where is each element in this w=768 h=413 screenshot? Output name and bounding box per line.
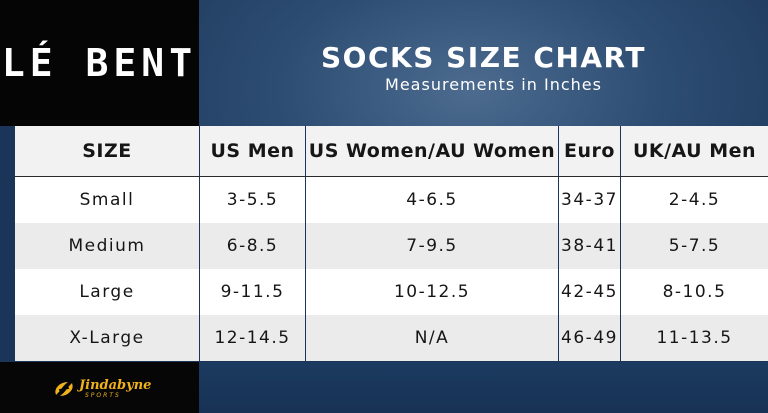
- euro-cell: 34-37: [558, 176, 621, 223]
- column-header-size: SIZE: [14, 126, 200, 177]
- us-men-cell: 12-14.5: [199, 314, 306, 361]
- footer-bar: [199, 362, 768, 413]
- column-header-us-men: US Men: [199, 126, 306, 177]
- column-header-euro: Euro: [558, 126, 621, 177]
- brand-block: LÉ BENT: [0, 0, 199, 126]
- us-men-cell: 6-8.5: [199, 222, 306, 269]
- us-women-cell: 10-12.5: [305, 268, 559, 315]
- sponsor-tagline: SPORTS: [85, 392, 121, 399]
- size-cell: Small: [14, 176, 200, 223]
- us-women-cell: N/A: [305, 314, 559, 361]
- us-women-cell: 4-6.5: [305, 176, 559, 223]
- sponsor-name: Jindabyne: [79, 378, 152, 393]
- us-men-cell: 3-5.5: [199, 176, 306, 223]
- uk-au-men-cell: 11-13.5: [620, 314, 768, 361]
- size-cell: X-Large: [14, 314, 200, 361]
- euro-cell: 38-41: [558, 222, 621, 269]
- uk-au-men-cell: 2-4.5: [620, 176, 768, 223]
- brand-logo-text: LÉ BENT: [1, 41, 198, 85]
- uk-au-men-cell: 8-10.5: [620, 268, 768, 315]
- us-men-cell: 9-11.5: [199, 268, 306, 315]
- table-row: Medium 6-8.5 7-9.5 38-41 5-7.5: [14, 222, 768, 269]
- size-cell: Medium: [14, 222, 200, 269]
- page-title: SOCKS SIZE CHART: [321, 41, 646, 74]
- page-subtitle: Measurements in Inches: [385, 75, 602, 94]
- footer-brand-block: [0, 362, 199, 413]
- size-cell: Large: [14, 268, 200, 315]
- table-row: Small 3-5.5 4-6.5 34-37 2-4.5: [14, 176, 768, 223]
- column-header-us-women-au-women: US Women/AU Women: [305, 126, 559, 177]
- us-women-cell: 7-9.5: [305, 222, 559, 269]
- column-header-uk-au-men: UK/AU Men: [620, 126, 768, 177]
- size-table: SIZE US Men US Women/AU Women Euro UK/AU…: [14, 126, 768, 361]
- table-row: Large 9-11.5 10-12.5 42-45 8-10.5: [14, 268, 768, 315]
- euro-cell: 42-45: [558, 268, 621, 315]
- uk-au-men-cell: 5-7.5: [620, 222, 768, 269]
- chart-heading: SOCKS SIZE CHART Measurements in Inches: [199, 0, 768, 126]
- table-header-row: SIZE US Men US Women/AU Women Euro UK/AU…: [14, 126, 768, 177]
- euro-cell: 46-49: [558, 314, 621, 361]
- jindabyne-logo-icon: [52, 377, 76, 401]
- table-row: X-Large 12-14.5 N/A 46-49 11-13.5: [14, 314, 768, 361]
- sponsor-logo: Jindabyne SPORTS: [52, 377, 151, 401]
